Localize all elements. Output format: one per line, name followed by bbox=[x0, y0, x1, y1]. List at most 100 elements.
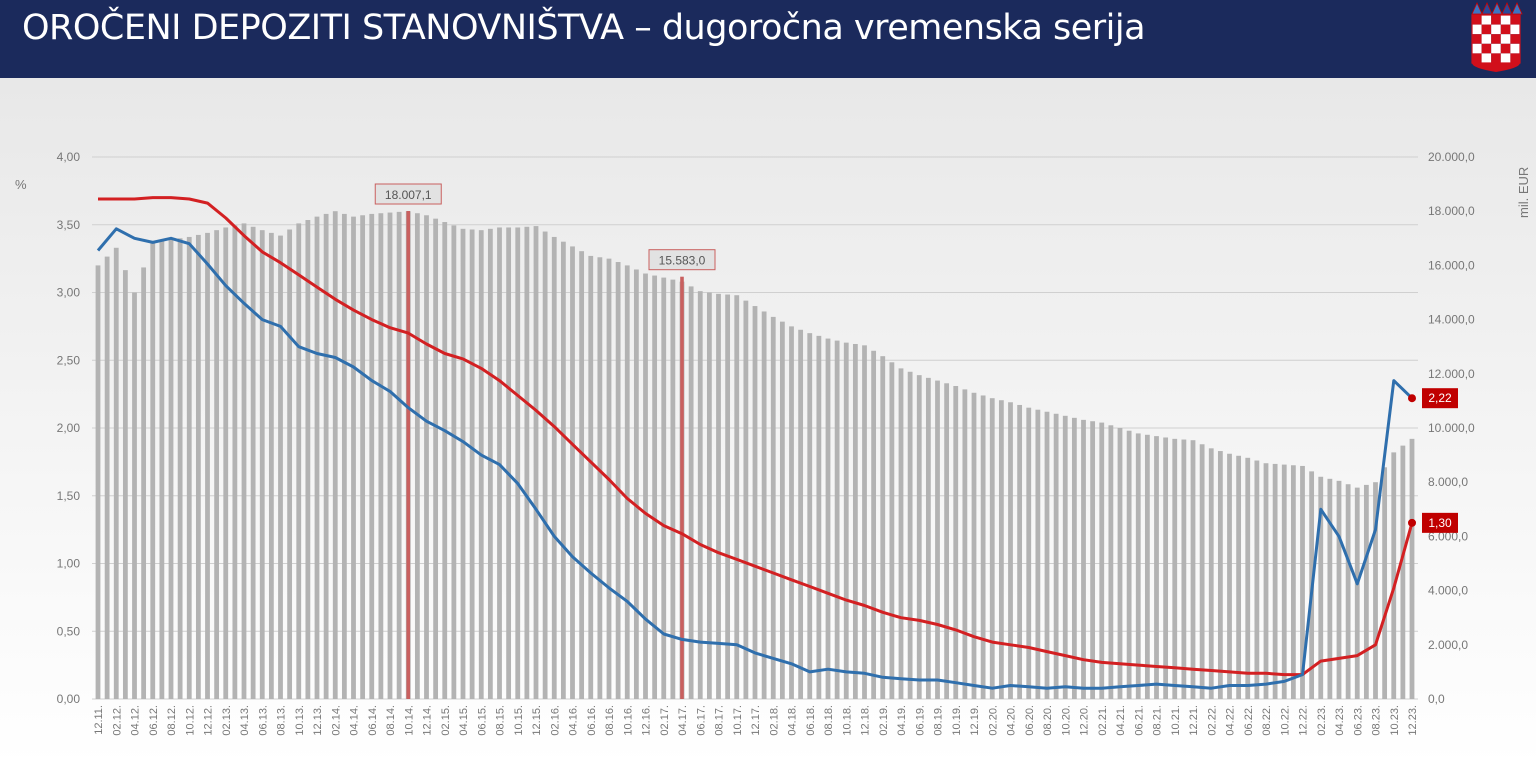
bar bbox=[560, 241, 566, 699]
y-tick-left: 2,50 bbox=[57, 353, 81, 367]
x-tick-label: 08.21. bbox=[1152, 705, 1164, 736]
crest-square bbox=[1510, 15, 1520, 25]
y-tick-right: 8.000,0 bbox=[1428, 475, 1468, 489]
bar bbox=[1290, 465, 1296, 699]
bar bbox=[1144, 434, 1150, 699]
crest-square bbox=[1510, 53, 1520, 63]
x-tick-label: 04.14. bbox=[349, 705, 361, 736]
x-tick-label: 02.14. bbox=[330, 705, 342, 736]
bar bbox=[332, 211, 338, 699]
x-tick-label: 02.22. bbox=[1206, 705, 1218, 736]
bar bbox=[186, 236, 192, 699]
y-tick-left: 3,00 bbox=[57, 286, 81, 300]
bar bbox=[1035, 409, 1041, 699]
bar bbox=[734, 295, 740, 699]
bar bbox=[223, 227, 229, 699]
bar bbox=[643, 273, 648, 699]
bar bbox=[1163, 437, 1169, 699]
x-tick-label: 06.16. bbox=[586, 705, 598, 736]
bar bbox=[205, 232, 210, 699]
x-tick-label: 10.20. bbox=[1060, 705, 1072, 736]
x-tick-label: 08.20. bbox=[1042, 705, 1054, 736]
y-axis-label-right: mil. EUR bbox=[1516, 167, 1531, 218]
bar bbox=[296, 223, 302, 699]
bar bbox=[1099, 422, 1105, 699]
bar bbox=[834, 340, 840, 699]
bar bbox=[414, 213, 420, 700]
bar bbox=[1181, 439, 1187, 699]
x-tick-label: 08.15. bbox=[495, 705, 507, 736]
x-tick-label: 12.13. bbox=[312, 705, 324, 736]
bar bbox=[478, 230, 484, 700]
bar bbox=[287, 229, 293, 699]
crest-square bbox=[1491, 43, 1501, 54]
bar bbox=[743, 300, 749, 699]
x-tick-label: 02.19. bbox=[878, 705, 890, 736]
crest-border bbox=[1471, 14, 1521, 64]
x-tick-label: 06.15. bbox=[476, 705, 488, 736]
bar bbox=[433, 218, 439, 699]
y-tick-left: 0,00 bbox=[57, 692, 81, 706]
y-tick-right: 6.000,0 bbox=[1428, 529, 1468, 543]
bar bbox=[1409, 438, 1415, 699]
bar bbox=[305, 220, 311, 699]
bar bbox=[798, 329, 804, 699]
x-tick-label: 04.16. bbox=[568, 705, 580, 736]
x-tick-label: 12.20. bbox=[1079, 705, 1091, 736]
bar bbox=[159, 241, 165, 699]
bar bbox=[168, 239, 174, 699]
bar bbox=[95, 265, 101, 699]
bar bbox=[1263, 463, 1269, 699]
bar bbox=[113, 247, 119, 699]
end-point bbox=[1408, 518, 1416, 527]
crest-square bbox=[1481, 53, 1492, 63]
bar bbox=[506, 227, 512, 699]
y-tick-left: 1,00 bbox=[57, 557, 81, 571]
crest-square bbox=[1510, 34, 1520, 44]
bar bbox=[1272, 463, 1278, 699]
bar bbox=[1254, 460, 1260, 699]
bar bbox=[1108, 425, 1114, 699]
rate-line bbox=[98, 196, 1414, 677]
balance-bars bbox=[95, 211, 1415, 700]
x-tick-label: 06.14. bbox=[367, 705, 379, 736]
x-tick-label: 06.20. bbox=[1024, 705, 1036, 736]
y-tick-right: 2.000,0 bbox=[1428, 638, 1468, 652]
bar bbox=[1318, 476, 1324, 699]
x-tick-label: 08.19. bbox=[933, 705, 945, 736]
bar bbox=[424, 215, 429, 699]
crest-square bbox=[1472, 15, 1482, 25]
crest-square bbox=[1491, 15, 1501, 25]
x-tick-label: 08.16. bbox=[604, 705, 616, 736]
bar bbox=[542, 231, 548, 699]
bar bbox=[852, 343, 858, 699]
bar bbox=[1354, 487, 1360, 699]
annotation-box bbox=[648, 249, 716, 271]
crest-crown-piece bbox=[1501, 2, 1513, 15]
y-tick-left: 4,00 bbox=[57, 150, 81, 164]
x-tick-label: 04.22. bbox=[1225, 705, 1237, 736]
bar bbox=[1236, 455, 1242, 699]
x-tick-label: 12.18. bbox=[860, 705, 872, 736]
annotation-label: 18.007,1 bbox=[385, 188, 432, 202]
x-tick-label: 02.21. bbox=[1097, 705, 1109, 736]
bar bbox=[1026, 407, 1032, 699]
bar bbox=[241, 223, 247, 699]
x-tick-label: 10.13. bbox=[294, 705, 306, 736]
crest-square bbox=[1510, 24, 1520, 35]
crest-bottom bbox=[1472, 63, 1520, 72]
x-tick-label: 12.11. bbox=[93, 705, 105, 735]
y-axis-label-left: % bbox=[15, 177, 27, 192]
end-point bbox=[1408, 394, 1416, 403]
bar bbox=[396, 211, 402, 699]
x-tick-label: 02.15. bbox=[440, 705, 452, 736]
x-tick-label: 06.12. bbox=[148, 705, 160, 736]
crest-square bbox=[1472, 53, 1482, 63]
y-tick-right: 10.000,0 bbox=[1428, 421, 1475, 435]
bar bbox=[1281, 464, 1287, 699]
x-tick-label: 10.21. bbox=[1170, 705, 1182, 736]
x-tick-label: 12.22. bbox=[1298, 705, 1310, 736]
bar bbox=[1373, 482, 1378, 699]
crest-square bbox=[1500, 53, 1511, 63]
end-label-box bbox=[1422, 512, 1458, 533]
